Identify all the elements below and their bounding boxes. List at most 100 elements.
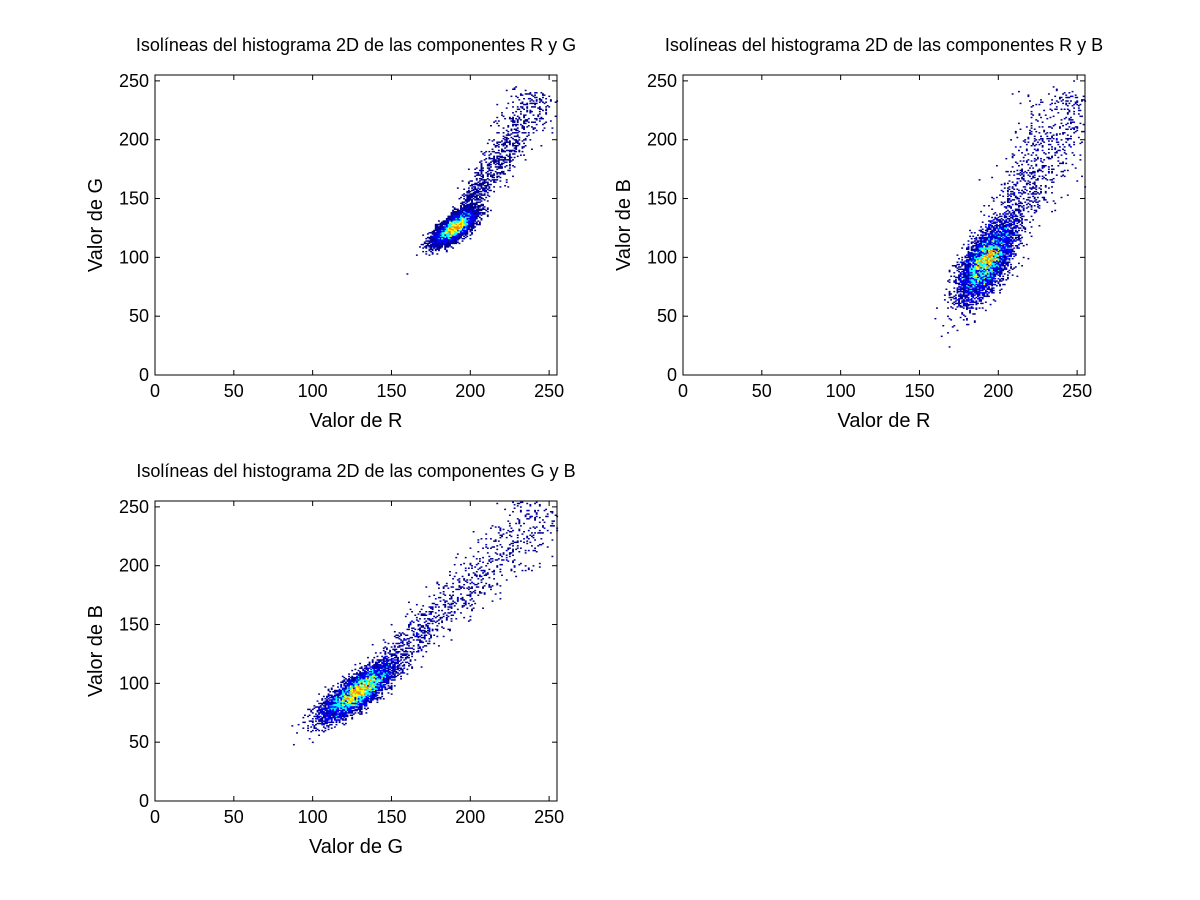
- heatmap-cell: [1029, 129, 1031, 132]
- heatmap-cell: [455, 216, 458, 219]
- heatmap-cell: [1006, 241, 1009, 243]
- heatmap-cell: [986, 277, 989, 280]
- heatmap-cell: [977, 252, 979, 254]
- heatmap-cell: [1011, 223, 1014, 226]
- heatmap-cell: [370, 688, 373, 691]
- heatmap-cell: [483, 188, 486, 191]
- heatmap-cell: [453, 226, 456, 228]
- heatmap-cell: [959, 294, 962, 296]
- heatmap-cell: [389, 662, 391, 665]
- heatmap-cell: [497, 163, 500, 166]
- heatmap-cell: [378, 680, 380, 682]
- heatmap-cell: [349, 692, 352, 694]
- heatmap-cell: [978, 268, 981, 271]
- heatmap-cell: [332, 699, 335, 701]
- heatmap-cell: [450, 246, 453, 248]
- heatmap-cell: [1006, 261, 1009, 263]
- heatmap-cell: [967, 246, 970, 248]
- heatmap-cell: [382, 676, 385, 679]
- heatmap-cell: [989, 227, 992, 229]
- heatmap-cell: [478, 209, 481, 212]
- heatmap-cell: [480, 205, 483, 207]
- heatmap-cell: [959, 273, 962, 275]
- heatmap-cell: [490, 153, 492, 155]
- heatmap-cell: [433, 236, 436, 239]
- heatmap-cell: [382, 671, 385, 673]
- heatmap-cell: [954, 279, 957, 281]
- heatmap-cell: [1000, 226, 1003, 228]
- heatmap-cell: [1000, 261, 1003, 263]
- heatmap-cell: [1046, 156, 1049, 159]
- heatmap-cell: [999, 234, 1001, 236]
- heatmap-cell: [480, 150, 483, 153]
- heatmap-cell: [1006, 197, 1009, 200]
- heatmap-cell: [464, 212, 467, 214]
- heatmap-cell: [975, 290, 978, 293]
- heatmap-cell: [1025, 161, 1028, 163]
- heatmap-cell: [387, 678, 390, 680]
- heatmap-cell: [969, 307, 972, 309]
- heatmap-cell: [354, 683, 357, 686]
- heatmap-cell: [365, 696, 368, 699]
- heatmap-cell: [367, 699, 369, 701]
- heatmap-cell: [393, 667, 396, 669]
- heatmap-cell: [1021, 169, 1024, 172]
- heatmap-cell: [365, 676, 368, 679]
- heatmap-cell: [988, 247, 990, 249]
- heatmap-cell: [975, 260, 978, 262]
- heatmap-cell: [319, 718, 322, 720]
- heatmap-cell: [1029, 133, 1031, 135]
- heatmap-cell: [445, 245, 448, 247]
- heatmap-cell: [335, 696, 338, 699]
- heatmap-cell: [411, 667, 414, 669]
- heatmap-cell: [475, 212, 478, 214]
- heatmap-cell: [467, 207, 470, 209]
- heatmap-cell: [434, 239, 437, 241]
- heatmap-cell: [978, 299, 981, 301]
- heatmap-cell: [1003, 283, 1006, 286]
- heatmap-cell: [991, 275, 994, 278]
- heatmap-cell: [493, 186, 496, 188]
- heatmap-cell: [360, 698, 363, 700]
- heatmap-cell: [986, 276, 989, 279]
- heatmap-cell: [973, 301, 976, 303]
- heatmap-cell: [521, 125, 524, 127]
- heatmap-cell: [1049, 116, 1052, 119]
- heatmap-cell: [458, 226, 461, 228]
- heatmap-cell: [497, 149, 500, 152]
- heatmap-cell: [478, 183, 481, 186]
- heatmap-cell: [995, 233, 998, 235]
- heatmap-cell: [984, 279, 987, 281]
- heatmap-cell: [999, 243, 1001, 246]
- heatmap-cell: [995, 242, 998, 245]
- heatmap-cell: [455, 214, 458, 216]
- heatmap-cell: [463, 225, 466, 227]
- heatmap-cell: [972, 279, 975, 281]
- heatmap-cell: [530, 94, 533, 96]
- heatmap-cell: [1003, 228, 1006, 231]
- heatmap-cell: [1027, 199, 1030, 201]
- heatmap-cell: [1005, 279, 1008, 281]
- heatmap-cell: [324, 702, 327, 705]
- heatmap-cell: [980, 279, 983, 281]
- heatmap-cell: [1029, 175, 1031, 178]
- heatmap-cell: [505, 107, 508, 109]
- heatmap-cell: [382, 663, 385, 666]
- heatmap-cell: [970, 301, 973, 303]
- heatmap-cell: [973, 294, 976, 296]
- heatmap-cell: [1010, 266, 1012, 268]
- heatmap-cell: [1013, 226, 1016, 228]
- heatmap-cell: [988, 257, 990, 260]
- heatmap-cell: [1016, 182, 1019, 185]
- heatmap-cell: [376, 701, 379, 704]
- heatmap-cell: [357, 681, 360, 684]
- heatmap-cell: [485, 161, 488, 163]
- heatmap-cell: [452, 227, 455, 229]
- heatmap-cell: [1006, 249, 1009, 252]
- heatmap-cell: [450, 223, 453, 226]
- heatmap-cell: [978, 272, 981, 274]
- heatmap-cell: [483, 189, 486, 192]
- heatmap-cell: [447, 228, 450, 231]
- heatmap-cell: [374, 693, 377, 695]
- heatmap-cell: [543, 94, 546, 96]
